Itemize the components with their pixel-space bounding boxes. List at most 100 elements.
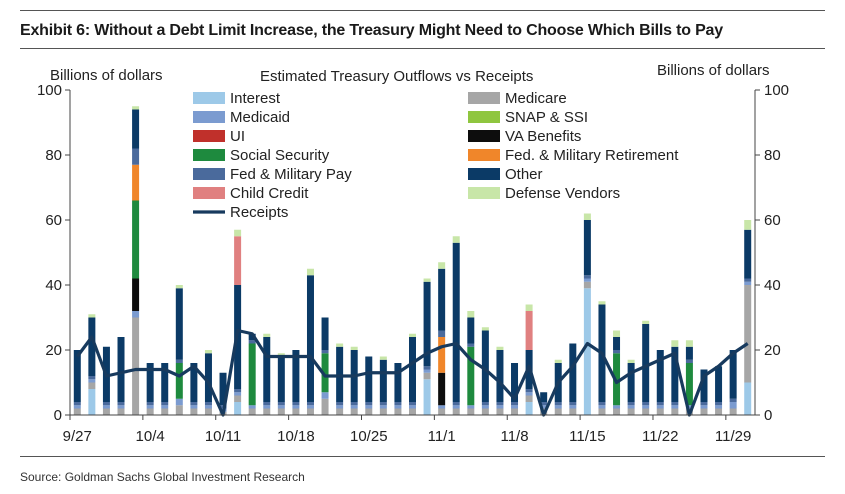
bar-segment-fed-military-pay (627, 402, 635, 406)
bar-segment-fed-military-pay (365, 402, 373, 406)
bar-segment-medicare (569, 408, 577, 415)
bar-segment-other (452, 242, 460, 402)
bar-segment-fed-military-pay (102, 402, 110, 406)
bar-segment-medicare (452, 408, 460, 415)
bar-segment-medicare (423, 372, 431, 380)
bar-segment-medicare (481, 408, 489, 415)
bar-segment-medicaid (438, 405, 446, 409)
bar-segment-other (613, 337, 621, 350)
bar-segment-medicaid (248, 405, 256, 409)
bar-segment-other (715, 366, 723, 402)
bar-segment-other (175, 288, 183, 360)
bar-segment-fed-military-pay (715, 402, 723, 406)
bar-segment-medicare (671, 408, 679, 415)
bar-segment-defense-vendors (277, 353, 285, 357)
bar-segment-medicaid (102, 405, 110, 409)
bar-segment-medicaid (598, 405, 606, 409)
bar-segment-medicaid (73, 405, 81, 409)
bar-segment-defense-vendors (88, 314, 96, 318)
bar-segment-fed-military-pay (277, 402, 285, 406)
bar-segment-fed-military-pay (583, 275, 591, 279)
bar-segment-fed-military-pay (467, 343, 475, 347)
bar-segment-medicare (336, 408, 344, 415)
bar-segment-other (73, 350, 81, 402)
bar-segment-defense-vendors (306, 268, 314, 276)
bar-segment-medicare (263, 408, 271, 415)
bar-segment-medicare (700, 408, 708, 415)
bar-segment-fed-military-pay (161, 402, 169, 406)
bar-segment-social-security (132, 200, 140, 279)
bar-segment-other (394, 363, 402, 402)
bar-segment-other (292, 350, 300, 402)
bar-segment-fed-military-pay (175, 359, 183, 363)
source-note: Source: Goldman Sachs Global Investment … (20, 470, 305, 484)
bar-segment-other (729, 350, 737, 399)
bar-segment-fed-military-pay (248, 340, 256, 344)
bar-segment-medicaid (642, 405, 650, 409)
legend-swatch (468, 111, 500, 123)
left-tick-label: 60 (45, 212, 62, 229)
right-tick-label: 60 (764, 212, 781, 229)
legend-label: Defense Vendors (505, 185, 620, 202)
legend-swatch (193, 111, 225, 123)
bar-segment-defense-vendors (671, 340, 679, 347)
bar-segment-fed-military-pay (511, 402, 519, 406)
bar-segment-defense-vendors (496, 346, 504, 350)
bar-segment-defense-vendors (350, 346, 358, 350)
x-tick-label: 11/29 (715, 428, 751, 445)
bar-segment-fed-military-pay (321, 350, 329, 354)
legend-swatch (468, 130, 500, 142)
bar-segment-defense-vendors (685, 340, 693, 347)
bar-segment-medicare (365, 408, 373, 415)
legend-swatch (193, 130, 225, 142)
x-tick-label: 11/8 (500, 428, 528, 445)
bar-segment-medicare (394, 408, 402, 415)
bar-segment-other (467, 317, 475, 344)
bar-segment-fed-military-pay (379, 402, 387, 406)
bar-segment-defense-vendors (481, 327, 489, 331)
title-rule (20, 48, 825, 49)
bar-segment-medicare (642, 408, 650, 415)
bar-segment-interest (88, 389, 96, 415)
left-axis-unit: Billions of dollars (50, 67, 163, 84)
bar-segment-interest (423, 379, 431, 415)
bar-segment-medicare (73, 408, 81, 415)
bar-segment-fed-military-pay (671, 402, 679, 406)
bar-segment-fed-military-pay (744, 278, 752, 282)
bar-segment-fed-military-pay (613, 350, 621, 354)
bar-segment-medicaid (511, 405, 519, 409)
x-tick-label: 10/4 (136, 428, 165, 445)
legend: Interest Medicaid UI Social Security Fed & M… (193, 90, 679, 221)
bar-segment-medicare (248, 408, 256, 415)
bar-segment-fed-military-pay (700, 402, 708, 406)
legend-label: Interest (230, 90, 281, 107)
bar-segment-medicare (175, 405, 183, 415)
bar-segment-medicaid (525, 392, 533, 396)
bar-segment-medicaid (554, 405, 562, 409)
bar-segment-other (306, 275, 314, 402)
bar-segment-fed-military-pay (204, 402, 212, 406)
bar-segment-defense-vendors (554, 359, 562, 363)
bar-segment-fed-military-pay (234, 389, 242, 393)
bar-segment-medicaid (379, 405, 387, 409)
legend-label: Other (505, 166, 543, 183)
bar-segment-medicaid (146, 405, 154, 409)
bar-segment-medicare (496, 408, 504, 415)
bar-segment-defense-vendors (627, 359, 635, 363)
bottom-rule (20, 456, 825, 457)
bar-segment-fed-military-pay (525, 389, 533, 393)
bar-segment-defense-vendors (583, 213, 591, 220)
bar-segment-medicaid (569, 405, 577, 409)
bar-segment-medicare (729, 408, 737, 415)
bar-segment-medicaid (729, 402, 737, 409)
legend-label: Child Credit (230, 185, 309, 202)
bar-segment-medicaid (234, 392, 242, 396)
bar-segment-medicare (161, 408, 169, 415)
bar-segment-other (671, 346, 679, 402)
bar-segment-fed-military-pay (88, 376, 96, 380)
bar-segment-medicaid (204, 405, 212, 409)
bar-segment-fed-military-pay (350, 402, 358, 406)
exhibit-title: Exhibit 6: Without a Debt Limit Increase… (20, 22, 723, 39)
bar-segment-medicare (102, 408, 110, 415)
bar-segment-medicaid (350, 405, 358, 409)
